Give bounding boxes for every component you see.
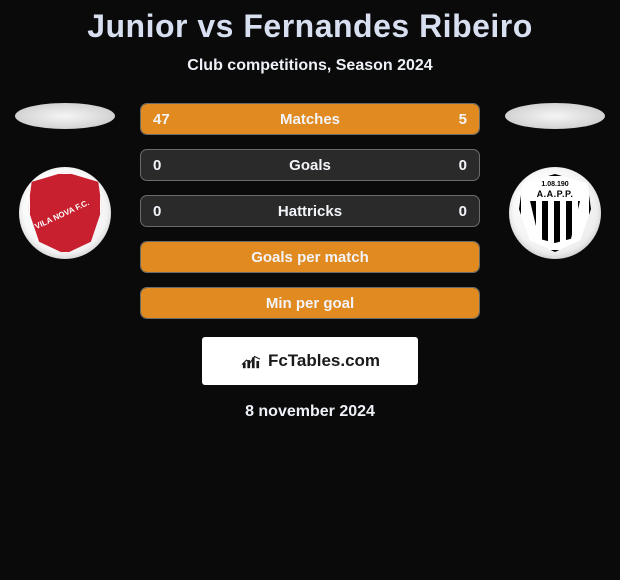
stat-val-right: 5: [459, 111, 467, 128]
stats-column: 47 Matches 5 0 Goals 0 0 Hattricks 0 G: [140, 103, 480, 319]
left-shield-text: VILA NOVA F.C.: [34, 199, 91, 232]
root: Junior vs Fernandes Ribeiro Club competi…: [0, 0, 620, 421]
stat-label: Goals: [289, 157, 331, 174]
left-player-placeholder: [15, 103, 115, 129]
stat-label: Min per goal: [266, 295, 354, 312]
stat-val-left: 0: [153, 157, 161, 174]
stat-fill-left: [141, 104, 411, 134]
left-team-column: VILA NOVA F.C.: [10, 103, 120, 259]
stat-val-right: 0: [459, 157, 467, 174]
stat-val-left: 0: [153, 203, 161, 220]
stat-row-hattricks: 0 Hattricks 0: [140, 195, 480, 227]
stat-row-matches: 47 Matches 5: [140, 103, 480, 135]
subtitle: Club competitions, Season 2024: [187, 57, 432, 75]
stat-label: Goals per match: [251, 249, 369, 266]
right-team-logo: 1.08.190 A.A.P.P.: [509, 167, 601, 259]
stat-label: Matches: [280, 111, 340, 128]
stat-row-goals-per-match: Goals per match: [140, 241, 480, 273]
left-team-logo: VILA NOVA F.C.: [19, 167, 111, 259]
stat-row-goals: 0 Goals 0: [140, 149, 480, 181]
stat-row-min-per-goal: Min per goal: [140, 287, 480, 319]
stat-label: Hattricks: [278, 203, 342, 220]
brand-text: FcTables.com: [268, 351, 380, 371]
stat-fill-right: [411, 104, 479, 134]
date-line: 8 november 2024: [245, 403, 375, 421]
right-team-column: 1.08.190 A.A.P.P.: [500, 103, 610, 259]
right-mid-text: A.A.P.P.: [537, 189, 574, 199]
right-stripes: [530, 201, 580, 243]
right-top-text: 1.08.190: [541, 181, 568, 188]
right-player-placeholder: [505, 103, 605, 129]
comparison-row: VILA NOVA F.C. 47 Matches 5 0 Goals 0: [0, 103, 620, 319]
stat-val-right: 0: [459, 203, 467, 220]
brand-box[interactable]: FcTables.com: [202, 337, 418, 385]
page-title: Junior vs Fernandes Ribeiro: [87, 8, 533, 45]
brand-chart-icon: [240, 352, 262, 370]
stat-val-left: 47: [153, 111, 170, 128]
